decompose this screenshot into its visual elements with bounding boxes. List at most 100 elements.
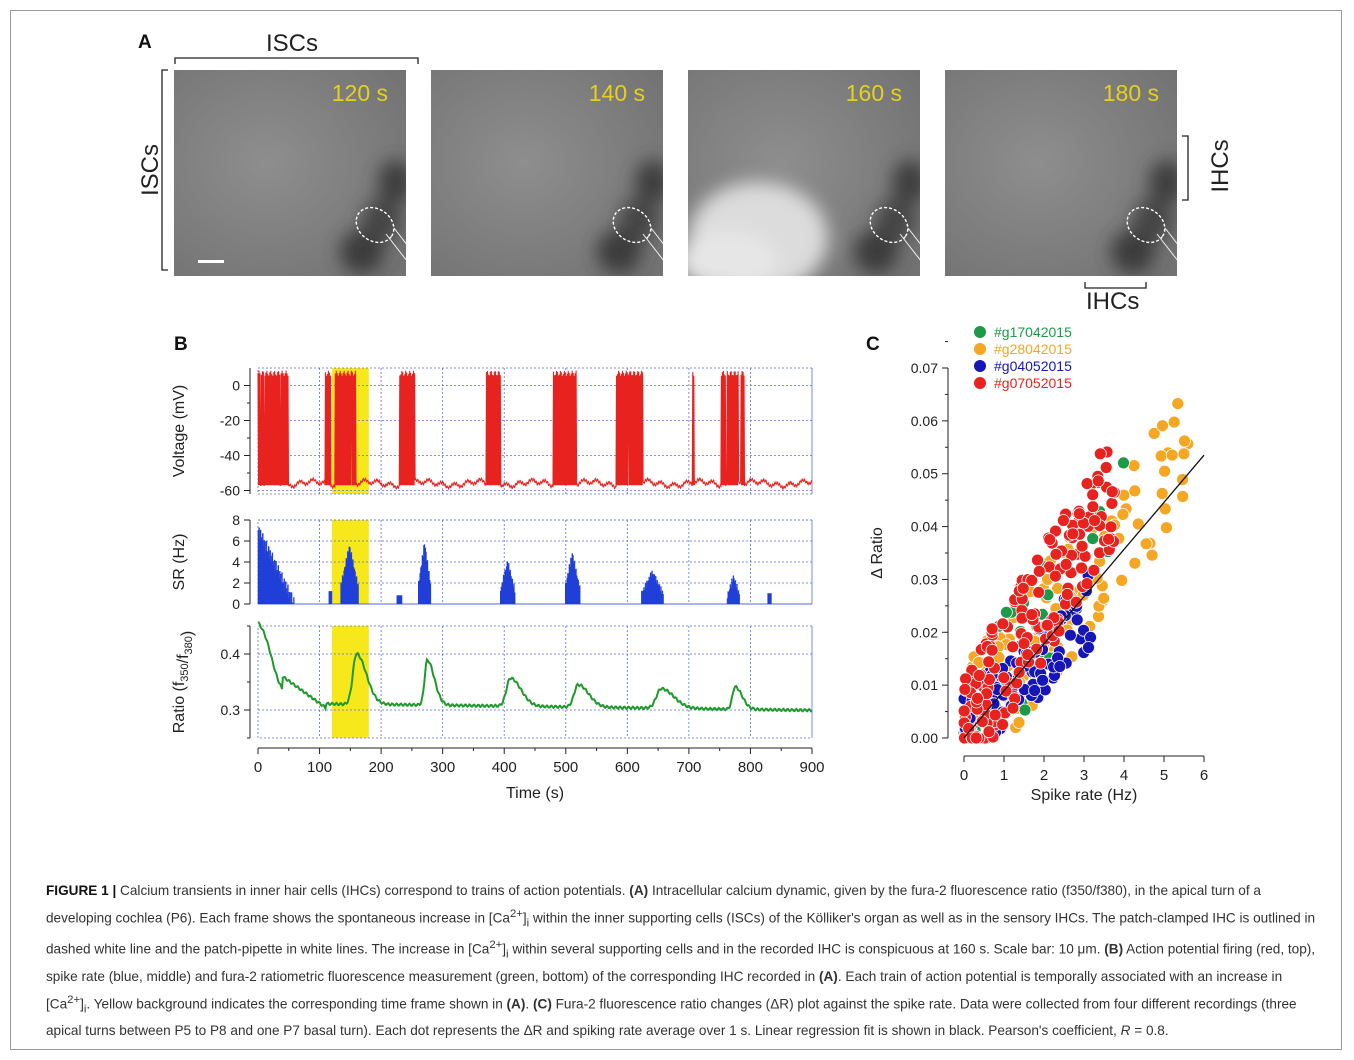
- scatter-point: [971, 691, 984, 705]
- scatter-point: [1012, 716, 1026, 729]
- legend-label: #g17042015: [994, 324, 1072, 340]
- x-tick-label: 600: [615, 759, 640, 776]
- frame-timestamp: 140 s: [588, 80, 645, 106]
- scatter-point: [985, 643, 999, 657]
- scatter-point: [969, 731, 983, 745]
- scatter-point: [1097, 591, 1111, 605]
- scatter-point: [1049, 547, 1063, 561]
- legend-marker: [974, 360, 986, 372]
- x-tick-label: 300: [430, 759, 455, 776]
- scatter-point: [1006, 640, 1020, 654]
- scatter-point: [1128, 556, 1142, 570]
- scatter-point: [1158, 502, 1172, 516]
- panel-c-chart: 0.00 0.01 0.02 0.03 0.04 0.05 0.06 0.07 0 1 2 3 4 5 6 S…: [869, 324, 1208, 804]
- scatter-point: [999, 605, 1013, 619]
- scatter-point: [1087, 563, 1101, 577]
- x-axis-label: Time (s): [506, 785, 564, 802]
- scatter-point: [1145, 548, 1159, 562]
- panel-b-letter: B: [174, 334, 188, 355]
- scatter-point: [1127, 459, 1141, 473]
- scatter-point: [1156, 419, 1169, 433]
- scatter-point: [1080, 477, 1094, 491]
- x-tick-label: 0: [960, 767, 968, 784]
- scatter-point: [1072, 507, 1086, 521]
- micrograph-image: [431, 70, 663, 276]
- scatter-point: [982, 655, 996, 669]
- isc-left-label: ISCs: [137, 144, 164, 197]
- scatter-point: [958, 682, 972, 696]
- scatter-point: [1034, 656, 1048, 670]
- scatter-point: [1117, 456, 1130, 470]
- y-tick-label: 0.4: [221, 646, 241, 662]
- scatter-point: [1060, 587, 1074, 601]
- scatter-point: [1052, 624, 1066, 638]
- scatter-point: [985, 622, 999, 636]
- scatter-point: [997, 671, 1011, 685]
- scatter-point: [1006, 701, 1020, 715]
- x-tick-label: 1: [1000, 767, 1008, 784]
- ihc-bottom-label: IHCs: [1086, 288, 1140, 315]
- scatter-point: [1159, 521, 1173, 535]
- y-tick-label: 2: [232, 575, 240, 591]
- spike-rate-axis-label: SR (Hz): [171, 534, 188, 591]
- scatter-point: [1048, 569, 1062, 583]
- scatter-point: [1025, 573, 1039, 587]
- legend-marker: [974, 326, 986, 338]
- scatter-point: [996, 617, 1010, 631]
- scatter-point: [1091, 474, 1105, 488]
- y-tick-label: -20: [220, 413, 240, 429]
- micrograph-image: [688, 70, 920, 276]
- voltage-trace: [257, 370, 813, 491]
- scatter-point: [1102, 532, 1116, 546]
- scatter-point: [957, 704, 971, 718]
- x-axis-label: Spike rate (Hz): [1031, 787, 1138, 804]
- scatter-point: [1086, 488, 1100, 502]
- scatter-point: [1105, 496, 1119, 510]
- y-tick-label: 8: [232, 512, 240, 528]
- y-tick-label: 0: [232, 378, 240, 394]
- legend-label: #g04052015: [994, 358, 1072, 374]
- x-tick-label: 700: [676, 759, 701, 776]
- scatter-point: [1165, 448, 1179, 462]
- panel-a-brackets: [161, 57, 1189, 289]
- frame-timestamp: 180 s: [1102, 80, 1159, 106]
- x-tick-label: 400: [492, 759, 517, 776]
- legend-label: #g07052015: [994, 375, 1072, 391]
- y-tick-label: 0.04: [911, 519, 938, 535]
- scatter-point: [1018, 703, 1032, 717]
- scatter-point: [1171, 397, 1185, 410]
- micrograph-frame: 180 s: [945, 70, 1177, 276]
- scatter-point: [1017, 637, 1031, 651]
- y-tick-label: 0.03: [911, 571, 938, 587]
- highlight-window: [331, 626, 369, 738]
- scatter-point: [1178, 434, 1191, 448]
- figure-caption: FIGURE 1 | Calcium transients in inner h…: [46, 883, 1316, 1039]
- scatter-point: [1147, 427, 1161, 440]
- x-tick-label: 800: [738, 759, 763, 776]
- ratio-trace: [257, 621, 813, 713]
- panel-a-letter: A: [138, 32, 152, 53]
- scatter-point: [1066, 527, 1080, 541]
- scatter-point: [1040, 618, 1054, 632]
- scatter-point: [999, 684, 1013, 698]
- scatter-point: [1025, 608, 1039, 622]
- scatter-point: [1158, 464, 1172, 478]
- x-tick-label: 2: [1040, 767, 1048, 784]
- frame-timestamp: 120 s: [331, 80, 388, 106]
- scatter-point: [1036, 673, 1050, 687]
- micrograph-frame: 120 s: [174, 70, 406, 276]
- scatter-point: [1075, 561, 1088, 575]
- scatter-point: [1116, 507, 1130, 521]
- y-tick-label: 0.07: [911, 360, 938, 376]
- scatter-point: [1043, 533, 1057, 547]
- scatter-point: [1177, 447, 1191, 461]
- scatter-point: [1155, 487, 1169, 500]
- scatter-point: [1176, 490, 1190, 503]
- x-tick-label: 900: [799, 759, 824, 776]
- legend-marker: [974, 343, 986, 355]
- scatter-point: [1115, 573, 1129, 587]
- micrograph-frame: 140 s: [431, 70, 663, 276]
- x-tick-label: 4: [1120, 767, 1128, 784]
- y-tick-label: 0: [232, 596, 240, 612]
- x-tick-label: 3: [1080, 767, 1088, 784]
